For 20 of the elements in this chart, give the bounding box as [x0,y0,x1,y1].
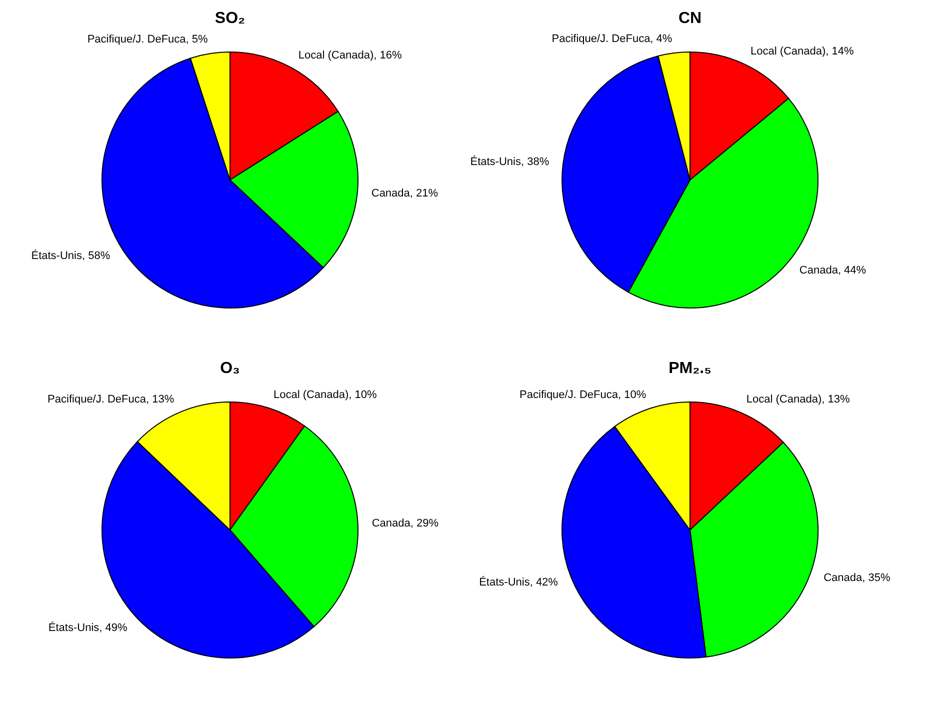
slice-label: États-Unis, 38% [470,155,550,168]
slice-label: Local (Canada), 16% [298,50,402,62]
slice-label: Pacifique/J. DeFuca, 5% [87,34,208,46]
slice-label: Local (Canada), 14% [750,46,854,58]
slice-label: Pacifique/J. DeFuca, 13% [48,393,174,406]
slice-label: Local (Canada), 13% [746,394,850,406]
slice-label: États-Unis, 42% [479,575,558,588]
slice-label: États-Unis, 58% [31,249,110,262]
chart-title: CN [678,10,702,27]
slice-label: Canada, 35% [824,572,890,584]
slice-label: Canada, 44% [799,264,866,277]
slice-label: Pacifique/J. DeFuca, 4% [552,33,672,46]
slice-label: États-Unis, 49% [48,621,128,634]
chart-title: SO₂ [214,10,246,27]
slice-label: Pacifique/J. DeFuca, 10% [520,388,646,401]
slice-label: Local (Canada), 10% [273,388,378,401]
chart-title: O₃ [220,360,240,377]
slice-label: Canada, 21% [371,187,438,200]
slice-label: Canada, 29% [372,517,439,530]
chart-title: PM₂.₅ [668,360,712,377]
